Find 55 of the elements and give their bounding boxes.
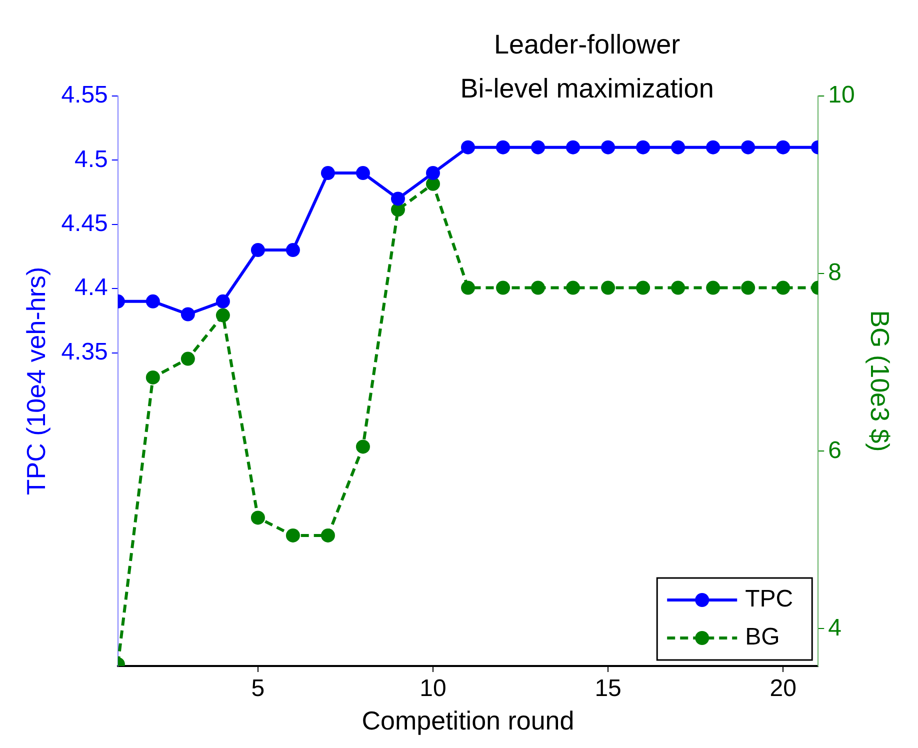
point (636, 140, 650, 154)
point (461, 280, 476, 295)
point (146, 370, 160, 384)
point (671, 280, 686, 295)
x-tick-label: 15 (594, 675, 622, 702)
point (741, 280, 756, 295)
point (706, 140, 720, 154)
y-tick-label: 4.55 (61, 82, 108, 109)
point (741, 140, 756, 154)
y2-axis-title: BG (10e3 $) (865, 310, 896, 452)
point (531, 280, 546, 295)
point (286, 528, 300, 542)
y-tick-label: 4.35 (61, 338, 108, 366)
point (531, 140, 546, 154)
point (250, 243, 265, 258)
y2-tick-label: 10 (828, 82, 855, 109)
y-tick-label: 4.4 (74, 274, 108, 302)
legend-label: BG (745, 624, 780, 651)
point (601, 280, 616, 295)
point (636, 280, 650, 295)
y2-tick-label: 8 (828, 259, 842, 286)
point (216, 308, 230, 322)
x-axis-title: Competition round (362, 706, 574, 736)
point (146, 294, 160, 308)
point (496, 140, 510, 154)
point (286, 243, 300, 258)
point (320, 166, 335, 180)
point (566, 140, 580, 154)
point (180, 352, 195, 366)
point (356, 440, 370, 454)
point (706, 280, 720, 295)
y-axis-title: TPC (10e4 veh-hrs) (20, 266, 51, 496)
y-tick-label: 4.5 (74, 146, 108, 173)
point (671, 140, 686, 154)
point (776, 140, 790, 154)
x-tick-label: 5 (251, 675, 265, 702)
point (566, 280, 580, 295)
x-tick-label: 10 (420, 675, 446, 702)
point (426, 166, 440, 180)
point (250, 510, 265, 525)
x-tick-label: 20 (770, 675, 796, 702)
chart-title: Leader-follower Bi-level maximization (460, 29, 714, 104)
point (496, 280, 510, 295)
legend-label: TPC (745, 586, 794, 613)
point (776, 280, 790, 295)
point (390, 192, 405, 206)
point (216, 294, 230, 308)
point (180, 307, 195, 322)
y2-tick-label: 4 (828, 614, 842, 642)
point (601, 140, 616, 154)
point (320, 528, 335, 542)
y2-tick-label: 6 (828, 436, 842, 464)
point (356, 166, 370, 180)
y-tick-label: 4.45 (61, 210, 108, 238)
point (461, 140, 476, 154)
